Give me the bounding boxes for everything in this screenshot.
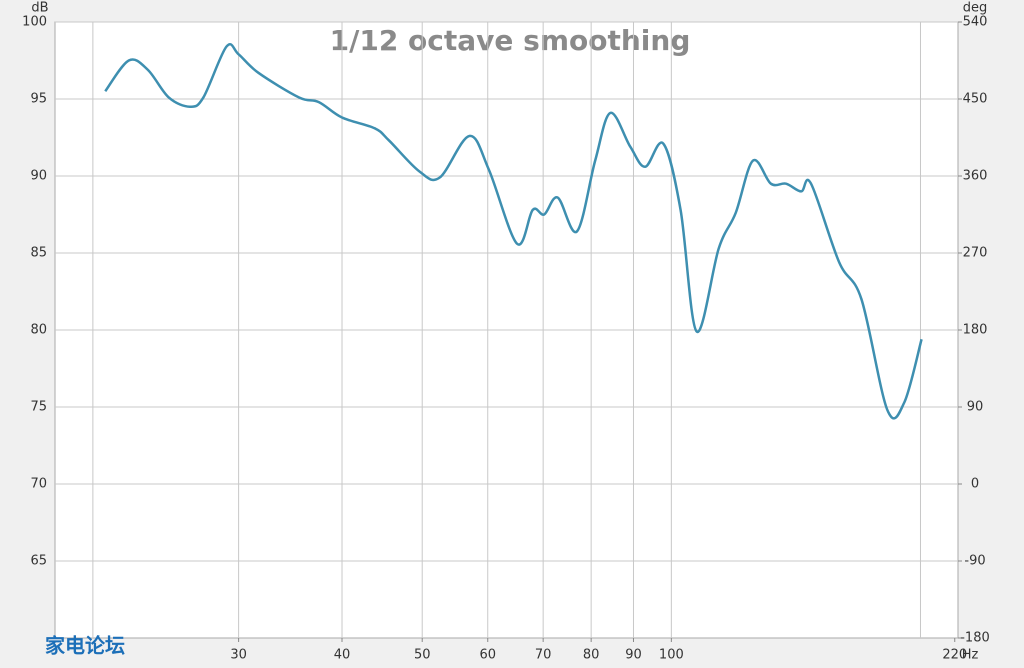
y2-tick-label: -180 bbox=[960, 631, 990, 646]
x-tick-label: 70 bbox=[535, 648, 552, 663]
y-tick-label: 90 bbox=[30, 169, 47, 184]
y-tick-label: 80 bbox=[30, 323, 47, 338]
watermark: 家电论坛 bbox=[45, 634, 125, 658]
x-tick-label: 80 bbox=[583, 648, 600, 663]
y-tick-label: 75 bbox=[30, 400, 47, 415]
x-tick-label: 100 bbox=[659, 648, 684, 663]
y2-tick-label: 360 bbox=[963, 169, 988, 184]
y2-tick-label: 540 bbox=[963, 15, 988, 30]
y2-tick-label: 450 bbox=[963, 92, 988, 107]
x-tick-label: 40 bbox=[334, 648, 351, 663]
y2-axis-label: deg bbox=[963, 1, 988, 16]
y2-tick-label: -90 bbox=[964, 554, 985, 569]
y-tick-label: 95 bbox=[30, 92, 47, 107]
x-tick-label: 90 bbox=[625, 648, 642, 663]
x-tick-label: 220 bbox=[942, 648, 967, 663]
x-axis-label: Hz bbox=[962, 648, 979, 663]
chart-title: 1/12 octave smoothing bbox=[330, 24, 691, 57]
x-tick-label: 30 bbox=[230, 648, 247, 663]
y2-tick-label: 0 bbox=[971, 477, 979, 492]
x-tick-label: 50 bbox=[414, 648, 431, 663]
y2-tick-label: 270 bbox=[963, 246, 988, 261]
y2-tick-label: 90 bbox=[967, 400, 984, 415]
x-tick-label: 60 bbox=[479, 648, 496, 663]
y-tick-label: 65 bbox=[30, 554, 47, 569]
response-line bbox=[104, 42, 923, 420]
y-tick-label: 85 bbox=[30, 246, 47, 261]
y2-tick-label: 180 bbox=[963, 323, 988, 338]
y-tick-label: 100 bbox=[22, 15, 47, 30]
y-axis-label: dB bbox=[31, 1, 48, 16]
y-tick-label: 70 bbox=[30, 477, 47, 492]
